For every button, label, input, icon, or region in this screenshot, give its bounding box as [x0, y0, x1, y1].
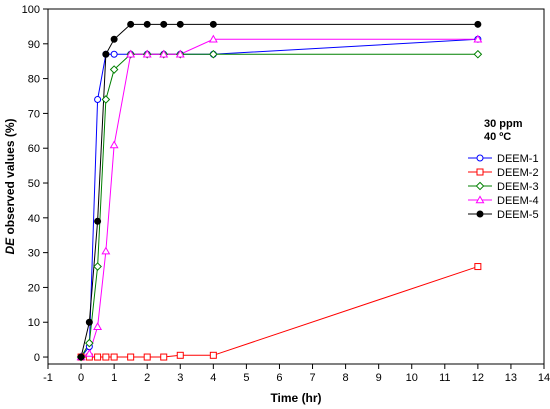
- data-point-deem-4: [93, 322, 103, 330]
- y-tick-label: 90: [28, 39, 40, 51]
- legend-marker-deem-3: [475, 181, 485, 191]
- x-tick-label: 5: [243, 372, 249, 384]
- y-tick-label: 60: [28, 143, 40, 155]
- data-point-deem-5: [85, 318, 93, 326]
- series-line-deem-4: [80, 38, 478, 358]
- data-point-deem-2: [127, 353, 135, 361]
- x-tick-label: 2: [144, 372, 150, 384]
- x-tick-label: 3: [177, 372, 183, 384]
- series-line-deem-1: [80, 38, 478, 358]
- x-tick-label: 10: [406, 372, 418, 384]
- data-point-deem-3: [101, 95, 111, 104]
- y-tick-label: 100: [22, 4, 40, 16]
- legend-label-deem-5: DEEM-5: [497, 209, 539, 221]
- x-tick-label: 13: [505, 372, 517, 384]
- data-point-deem-2: [94, 353, 102, 361]
- data-point-deem-5: [143, 20, 151, 28]
- y-axis-title-emphasis: DE: [3, 237, 17, 255]
- x-axis-title: Time (hr): [270, 391, 321, 405]
- data-point-deem-4: [126, 49, 136, 58]
- series-line-deem-5: [80, 23, 478, 358]
- y-tick-label: 70: [28, 108, 40, 120]
- legend-label-deem-2: DEEM-2: [497, 167, 539, 179]
- data-point-deem-3: [109, 65, 119, 74]
- data-point-deem-3: [209, 49, 218, 59]
- legend-marker-deem-5: [476, 210, 484, 218]
- data-point-deem-4: [208, 34, 218, 43]
- x-tick-label: -1: [43, 372, 53, 384]
- data-point-deem-1: [94, 95, 102, 103]
- legend-heading: 40 ºC: [484, 131, 511, 143]
- x-tick-label: 1: [111, 372, 117, 384]
- data-point-deem-5: [474, 20, 482, 28]
- data-point-deem-5: [110, 35, 118, 43]
- data-point-deem-2: [474, 263, 482, 271]
- y-tick-label: 30: [28, 248, 40, 260]
- y-tick-label: 0: [34, 352, 40, 364]
- data-point-deem-4: [142, 49, 152, 58]
- legend-marker-deem-4: [475, 195, 485, 204]
- legend-label-deem-1: DEEM-1: [497, 153, 539, 165]
- data-point-deem-5: [94, 217, 102, 225]
- y-tick-label: 50: [28, 178, 40, 190]
- legend-marker-deem-2: [476, 168, 484, 176]
- x-tick-label: 14: [538, 372, 550, 384]
- data-point-deem-5: [176, 20, 184, 28]
- data-point-deem-2: [143, 353, 151, 361]
- data-point-deem-3: [473, 49, 483, 59]
- data-point-deem-5: [127, 20, 135, 28]
- data-point-deem-5: [77, 353, 85, 361]
- legend-label-deem-4: DEEM-4: [497, 195, 539, 207]
- x-tick-label: 9: [376, 372, 382, 384]
- x-tick-label: 4: [210, 372, 216, 384]
- y-tick-label: 80: [28, 74, 40, 86]
- data-point-deem-2: [176, 351, 184, 359]
- x-tick-label: 0: [78, 372, 84, 384]
- data-point-deem-4: [159, 49, 169, 58]
- data-point-deem-2: [102, 353, 110, 361]
- data-point-deem-5: [102, 50, 110, 58]
- x-tick-label: 6: [276, 372, 282, 384]
- data-point-deem-4: [84, 348, 94, 357]
- series-line-deem-2: [81, 266, 479, 358]
- data-point-deem-2: [209, 351, 217, 359]
- x-tick-label: 11: [439, 372, 450, 384]
- data-point-deem-2: [110, 353, 118, 361]
- y-tick-label: 10: [28, 317, 40, 329]
- data-point-deem-1: [110, 50, 118, 58]
- data-point-deem-4: [109, 140, 119, 149]
- data-point-deem-4: [473, 34, 483, 43]
- legend-label-deem-3: DEEM-3: [497, 181, 539, 193]
- x-tick-label: 12: [472, 372, 484, 384]
- y-axis-title-rest: observed values (%): [3, 118, 17, 237]
- data-point-deem-5: [209, 20, 217, 28]
- series-line-deem-3: [80, 53, 478, 358]
- data-point-deem-3: [85, 338, 94, 348]
- y-axis-title: DE observed values (%): [3, 118, 17, 254]
- data-point-deem-2: [160, 353, 168, 361]
- legend-marker-deem-1: [476, 154, 484, 162]
- data-point-deem-5: [160, 20, 168, 28]
- x-tick-label: 8: [343, 372, 349, 384]
- legend-heading: 30 ppm: [484, 118, 523, 130]
- data-point-deem-3: [93, 262, 102, 271]
- x-tick-label: 7: [309, 372, 315, 384]
- data-point-deem-4: [175, 49, 185, 58]
- y-tick-label: 20: [28, 282, 40, 294]
- data-point-deem-4: [101, 246, 111, 255]
- y-tick-label: 40: [28, 213, 40, 225]
- plot-frame: [47, 8, 545, 365]
